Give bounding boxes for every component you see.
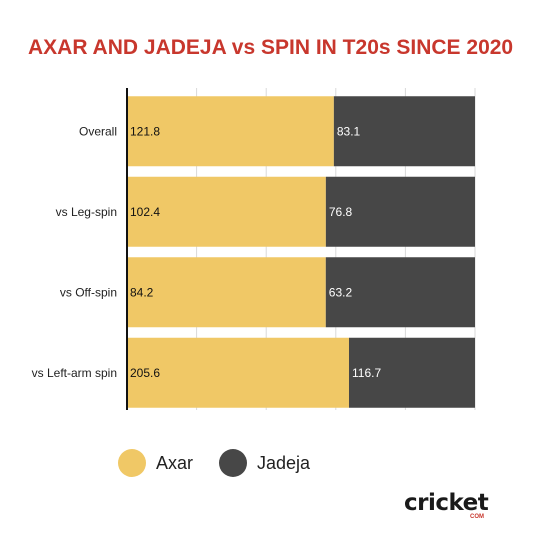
data-label-jadeja: 83.1 <box>337 124 361 138</box>
data-label-jadeja: 116.7 <box>352 366 381 380</box>
legend-swatch-axar <box>118 449 146 477</box>
logo-text: cricket <box>404 490 489 516</box>
cricket-logo: cricket COM <box>404 490 500 526</box>
legend-swatch-jadeja <box>219 449 248 477</box>
bar-axar <box>127 257 326 328</box>
bar-jadeja <box>333 96 475 167</box>
data-label-jadeja: 63.2 <box>329 285 353 299</box>
legend-label-axar: Axar <box>156 452 194 473</box>
legend: Axar Jadeja <box>118 449 336 477</box>
legend-item-jadeja: Jadeja <box>219 449 310 477</box>
bar-axar <box>127 337 349 408</box>
bar-axar <box>127 96 334 167</box>
chart-title: AXAR AND JADEJA vs SPIN IN T20s SINCE 20… <box>28 36 514 59</box>
category-label: Overall <box>79 124 117 138</box>
bar-jadeja <box>325 176 475 247</box>
data-label-jadeja: 76.8 <box>329 205 353 219</box>
data-label-axar: 121.8 <box>130 124 160 138</box>
bar-jadeja <box>325 257 475 328</box>
category-label: vs Off-spin <box>60 285 117 299</box>
bar-jadeja <box>348 337 475 408</box>
category-label: vs Left-arm spin <box>32 366 117 380</box>
legend-item-axar: Axar <box>118 449 193 477</box>
data-label-axar: 102.4 <box>130 205 160 219</box>
data-label-axar: 205.6 <box>130 366 160 380</box>
category-label: vs Leg-spin <box>56 205 117 219</box>
legend-label-jadeja: Jadeja <box>257 452 311 473</box>
bar-axar <box>127 176 326 247</box>
data-label-axar: 84.2 <box>130 285 154 299</box>
logo-sub: COM <box>470 514 484 520</box>
